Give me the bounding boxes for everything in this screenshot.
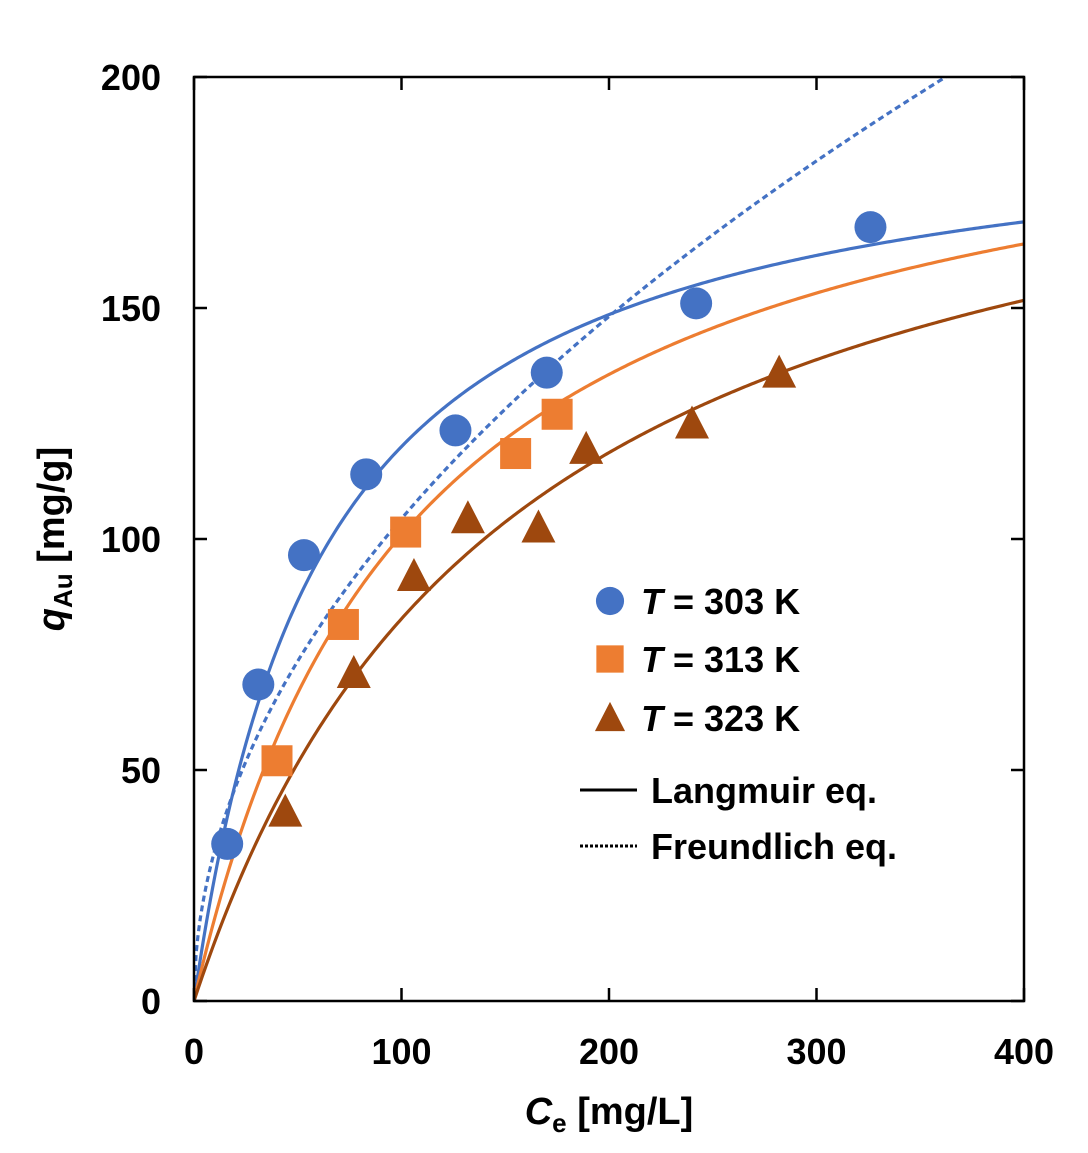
legend-marker-2 — [594, 701, 626, 732]
langmuir-curve-series-0 — [194, 220, 1024, 1001]
y-tick-label: 100 — [101, 519, 161, 560]
x-axis-title: Ce [mg/L] — [525, 1091, 694, 1138]
data-point-2-2 — [396, 557, 431, 591]
data-point-1-1 — [327, 608, 359, 640]
y-tick-label: 50 — [121, 750, 161, 791]
legend-label-2: T = 323 K — [641, 698, 800, 739]
legend-fit-label-0: Langmuir eq. — [651, 770, 877, 811]
plot-area — [194, 77, 1024, 1001]
x-tick-label: 300 — [786, 1031, 846, 1072]
data-point-0-2 — [287, 539, 320, 572]
data-point-1-3 — [500, 438, 532, 470]
legend-label-1: T = 313 K — [641, 639, 800, 680]
data-point-2-6 — [675, 405, 709, 439]
data-point-0-4 — [439, 414, 472, 447]
langmuir-curve-series-1 — [194, 242, 1024, 1001]
data-point-0-3 — [350, 458, 383, 491]
data-point-0-5 — [530, 356, 563, 389]
data-point-0-0 — [211, 827, 244, 860]
data-point-2-7 — [762, 354, 797, 388]
langmuir-curve-series-2 — [194, 298, 1024, 1001]
legend: T = 303 K T = 313 K T = 323 K Langmuir eq. F… — [580, 581, 897, 867]
legend-marker-1 — [596, 645, 624, 673]
legend-marker-0 — [595, 586, 625, 616]
data-point-0-1 — [242, 668, 275, 701]
data-point-2-3 — [450, 500, 485, 534]
y-tick-label: 200 — [101, 57, 161, 98]
y-axis-title: qAu [mg/g] — [31, 447, 78, 632]
data-point-0-7 — [854, 211, 887, 244]
x-tick-label: 400 — [994, 1031, 1054, 1072]
legend-fit-label-1: Freundlich eq. — [651, 826, 897, 867]
data-point-1-2 — [390, 516, 422, 548]
x-tick-label: 200 — [579, 1031, 639, 1072]
axes: 0 100 200 300 400 0 50 100 150 200 Ce [mg/L] qAu [m… — [31, 57, 1054, 1138]
legend-label-0: T = 303 K — [641, 581, 800, 622]
data-point-2-0 — [268, 793, 303, 827]
freundlich-curve-series-0 — [194, 77, 949, 1001]
plot-frame — [192, 75, 1026, 1003]
y-tick-label: 0 — [141, 981, 161, 1022]
data-point-2-5 — [569, 430, 604, 464]
data-points — [211, 211, 887, 860]
x-tick-label: 100 — [371, 1031, 431, 1072]
data-point-2-4 — [521, 509, 556, 543]
y-tick-label: 150 — [101, 288, 161, 329]
data-point-1-4 — [541, 398, 573, 430]
data-point-1-0 — [261, 745, 293, 777]
x-tick-label: 0 — [184, 1031, 204, 1072]
fit-curves — [194, 77, 1024, 1001]
data-point-0-6 — [680, 287, 713, 320]
data-point-2-1 — [336, 654, 371, 688]
